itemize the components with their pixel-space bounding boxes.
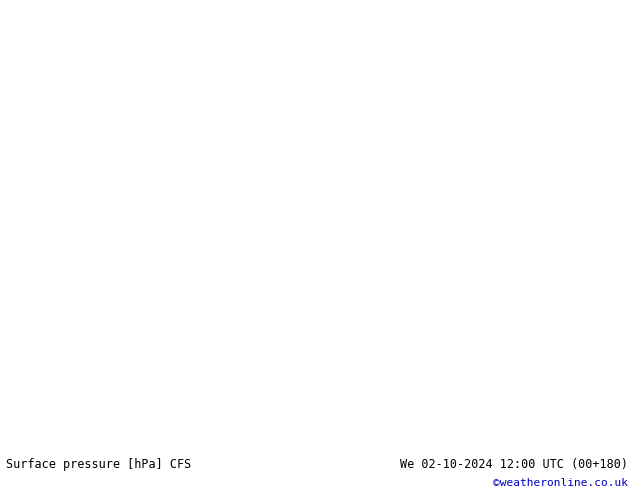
Text: We 02-10-2024 12:00 UTC (00+180): We 02-10-2024 12:00 UTC (00+180)	[399, 458, 628, 471]
Text: Surface pressure [hPa] CFS: Surface pressure [hPa] CFS	[6, 458, 191, 471]
Text: ©weatheronline.co.uk: ©weatheronline.co.uk	[493, 478, 628, 488]
